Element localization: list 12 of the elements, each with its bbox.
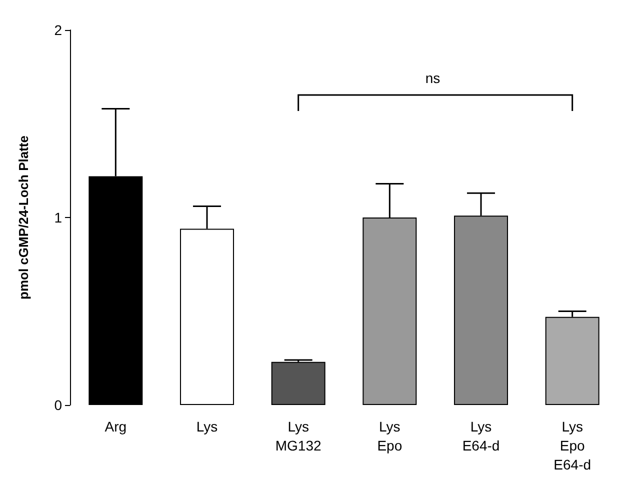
y-tick-label: 0 xyxy=(54,397,62,413)
annotation: ns xyxy=(425,70,440,86)
x-tick-label: Lys Epo E64-d xyxy=(554,418,592,472)
x-tick-label: Lys MG132 xyxy=(275,418,322,454)
x-tick-label: Arg xyxy=(104,418,127,434)
y-axis-title: pmol cGMP/24-Loch Platte xyxy=(16,136,31,300)
x-tick-label: Lys E64-d xyxy=(462,418,500,454)
y-tick-label: 2 xyxy=(54,22,62,38)
x-tick-label: Lys Epo xyxy=(377,418,402,454)
y-tick-label: 1 xyxy=(54,210,62,226)
x-tick-label: Lys xyxy=(196,418,218,434)
bar xyxy=(271,362,326,405)
